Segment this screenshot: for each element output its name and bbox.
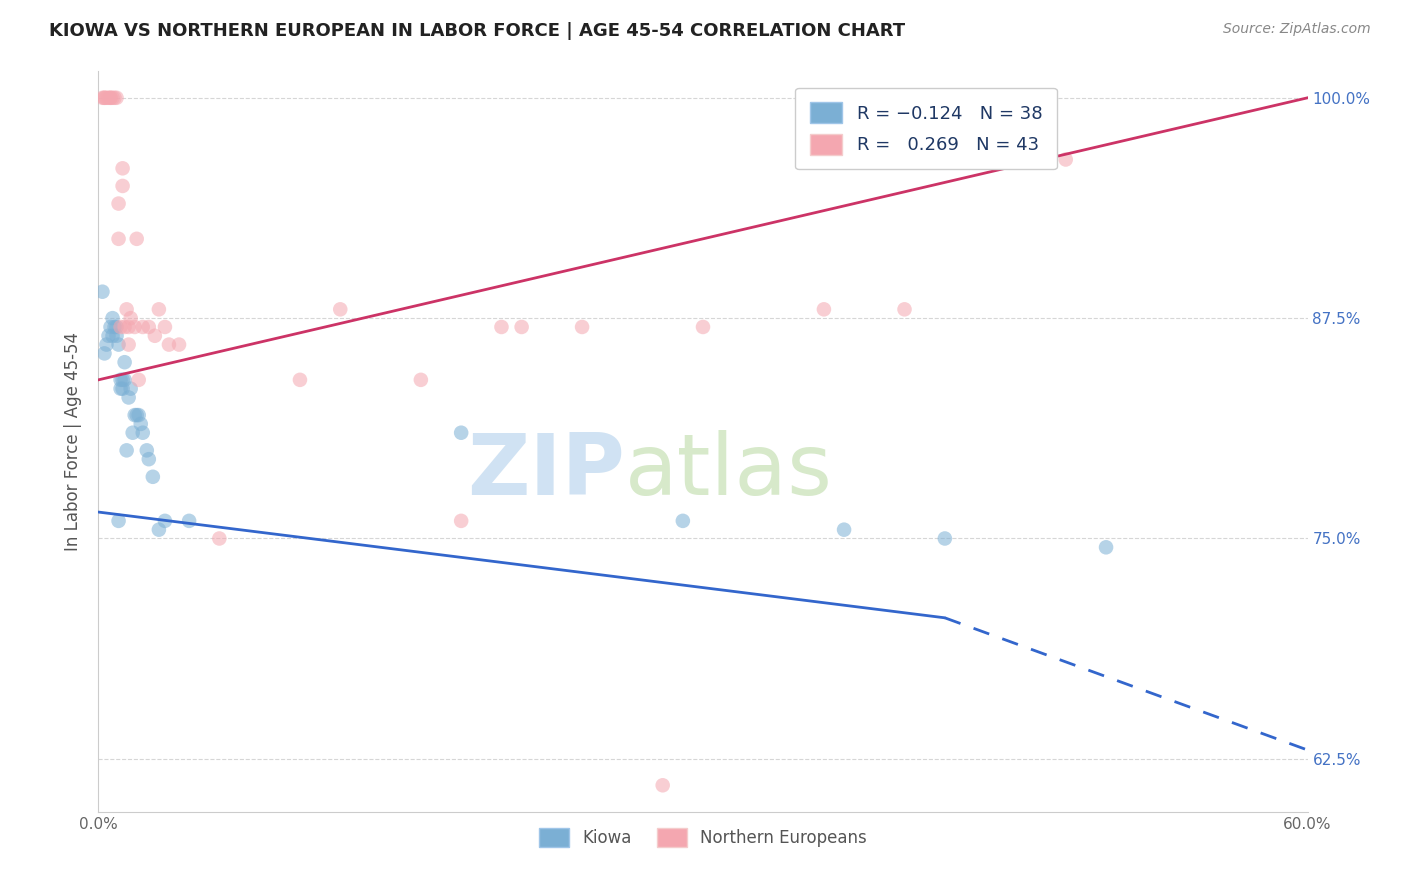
- Point: [110, 320, 132, 334]
- Point: [672, 514, 695, 528]
- Point: [491, 320, 513, 334]
- Point: [114, 355, 136, 369]
- Point: [114, 320, 136, 334]
- Point: [692, 320, 714, 334]
- Point: [100, 91, 122, 105]
- Point: [1054, 153, 1077, 167]
- Point: [93, 91, 115, 105]
- Point: [148, 523, 170, 537]
- Point: [107, 196, 129, 211]
- Point: [115, 443, 138, 458]
- Point: [510, 320, 533, 334]
- Legend: Kiowa, Northern Europeans: Kiowa, Northern Europeans: [531, 819, 875, 855]
- Point: [111, 161, 134, 176]
- Point: [97, 91, 120, 105]
- Point: [143, 328, 166, 343]
- Point: [107, 514, 129, 528]
- Point: [120, 382, 142, 396]
- Point: [105, 320, 128, 334]
- Point: [157, 337, 180, 351]
- Point: [142, 470, 165, 484]
- Point: [288, 373, 311, 387]
- Point: [128, 408, 150, 422]
- Point: [120, 311, 142, 326]
- Point: [93, 346, 115, 360]
- Point: [101, 328, 124, 343]
- Point: [124, 408, 146, 422]
- Point: [132, 320, 155, 334]
- Point: [167, 337, 190, 351]
- Point: [111, 178, 134, 193]
- Point: [148, 302, 170, 317]
- Point: [329, 302, 352, 317]
- Point: [111, 382, 134, 396]
- Point: [125, 408, 148, 422]
- Point: [105, 328, 128, 343]
- Point: [125, 232, 148, 246]
- Point: [103, 91, 125, 105]
- Point: [101, 311, 124, 326]
- Point: [813, 302, 835, 317]
- Point: [934, 532, 956, 546]
- Point: [135, 443, 157, 458]
- Point: [153, 514, 176, 528]
- Point: [129, 417, 152, 431]
- Point: [105, 91, 128, 105]
- Point: [409, 373, 432, 387]
- Point: [893, 302, 915, 317]
- Text: atlas: atlas: [624, 430, 832, 513]
- Point: [118, 391, 141, 405]
- Point: [115, 302, 138, 317]
- Point: [97, 328, 120, 343]
- Point: [91, 91, 114, 105]
- Point: [651, 778, 673, 792]
- Point: [128, 373, 150, 387]
- Point: [121, 425, 143, 440]
- Point: [103, 320, 125, 334]
- Point: [91, 285, 114, 299]
- Y-axis label: In Labor Force | Age 45-54: In Labor Force | Age 45-54: [63, 332, 82, 551]
- Point: [96, 337, 118, 351]
- Point: [110, 373, 132, 387]
- Point: [118, 337, 141, 351]
- Point: [118, 320, 141, 334]
- Point: [832, 523, 855, 537]
- Text: KIOWA VS NORTHERN EUROPEAN IN LABOR FORCE | AGE 45-54 CORRELATION CHART: KIOWA VS NORTHERN EUROPEAN IN LABOR FORC…: [49, 22, 905, 40]
- Point: [111, 373, 134, 387]
- Point: [153, 320, 176, 334]
- Point: [114, 373, 136, 387]
- Point: [93, 91, 115, 105]
- Point: [107, 232, 129, 246]
- Point: [1095, 541, 1118, 555]
- Point: [138, 452, 160, 467]
- Point: [450, 514, 472, 528]
- Point: [450, 425, 472, 440]
- Point: [132, 425, 155, 440]
- Point: [138, 320, 160, 334]
- Point: [179, 514, 201, 528]
- Point: [101, 91, 124, 105]
- Point: [124, 320, 146, 334]
- Text: Source: ZipAtlas.com: Source: ZipAtlas.com: [1223, 22, 1371, 37]
- Point: [208, 532, 231, 546]
- Point: [107, 337, 129, 351]
- Point: [96, 91, 118, 105]
- Point: [100, 91, 122, 105]
- Point: [110, 382, 132, 396]
- Point: [100, 320, 122, 334]
- Point: [571, 320, 593, 334]
- Text: ZIP: ZIP: [467, 430, 624, 513]
